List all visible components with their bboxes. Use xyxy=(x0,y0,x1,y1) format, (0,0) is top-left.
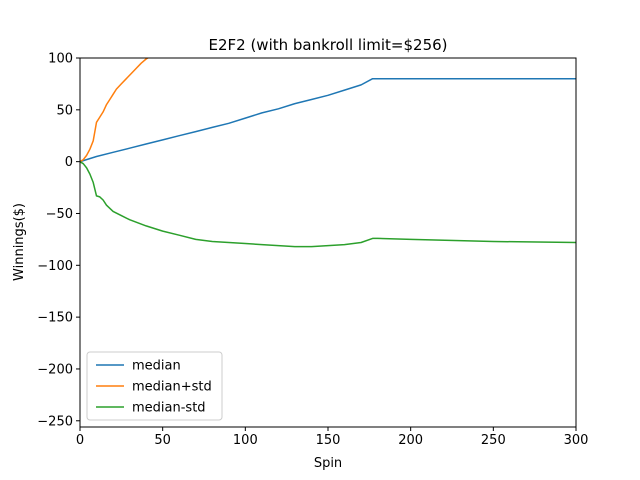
y-tick-label: 0 xyxy=(65,155,73,170)
legend-frame xyxy=(86,351,223,421)
legend-label: median+std xyxy=(132,380,212,395)
legend: median median+std median-std xyxy=(86,351,223,421)
series-line-median xyxy=(80,77,576,163)
y-tick-label: 50 xyxy=(56,103,73,118)
x-tick-label: 300 xyxy=(564,433,589,448)
legend-label: median-std xyxy=(132,401,206,416)
x-axis-ticks: 0 50 100 150 200 250 300 xyxy=(76,427,589,448)
series-layer xyxy=(80,58,576,248)
y-tick-label: −200 xyxy=(37,362,73,377)
y-axis-label: Winnings($) xyxy=(12,203,27,281)
x-tick-label: 50 xyxy=(154,433,171,448)
series-line-median-std xyxy=(80,58,150,163)
y-tick-label: −100 xyxy=(37,259,73,274)
y-axis-ticks: −250 −200 −150 −100 −50 0 50 100 xyxy=(37,52,80,429)
x-tick-label: 200 xyxy=(398,433,423,448)
y-tick-label: 100 xyxy=(48,52,73,67)
legend-label: median xyxy=(132,359,181,374)
x-tick-label: 150 xyxy=(316,433,341,448)
y-tick-label: −250 xyxy=(37,414,73,429)
y-tick-label: −150 xyxy=(37,311,73,326)
y-tick-label: −50 xyxy=(46,207,73,222)
legend-entries: median median+std median-std xyxy=(96,359,212,416)
series-line-median-std xyxy=(80,160,576,248)
x-axis-label: Spin xyxy=(314,456,342,471)
chart-title: E2F2 (with bankroll limit=$256) xyxy=(208,36,447,54)
x-tick-label: 250 xyxy=(481,433,506,448)
x-tick-label: 0 xyxy=(76,433,84,448)
x-tick-label: 100 xyxy=(233,433,258,448)
